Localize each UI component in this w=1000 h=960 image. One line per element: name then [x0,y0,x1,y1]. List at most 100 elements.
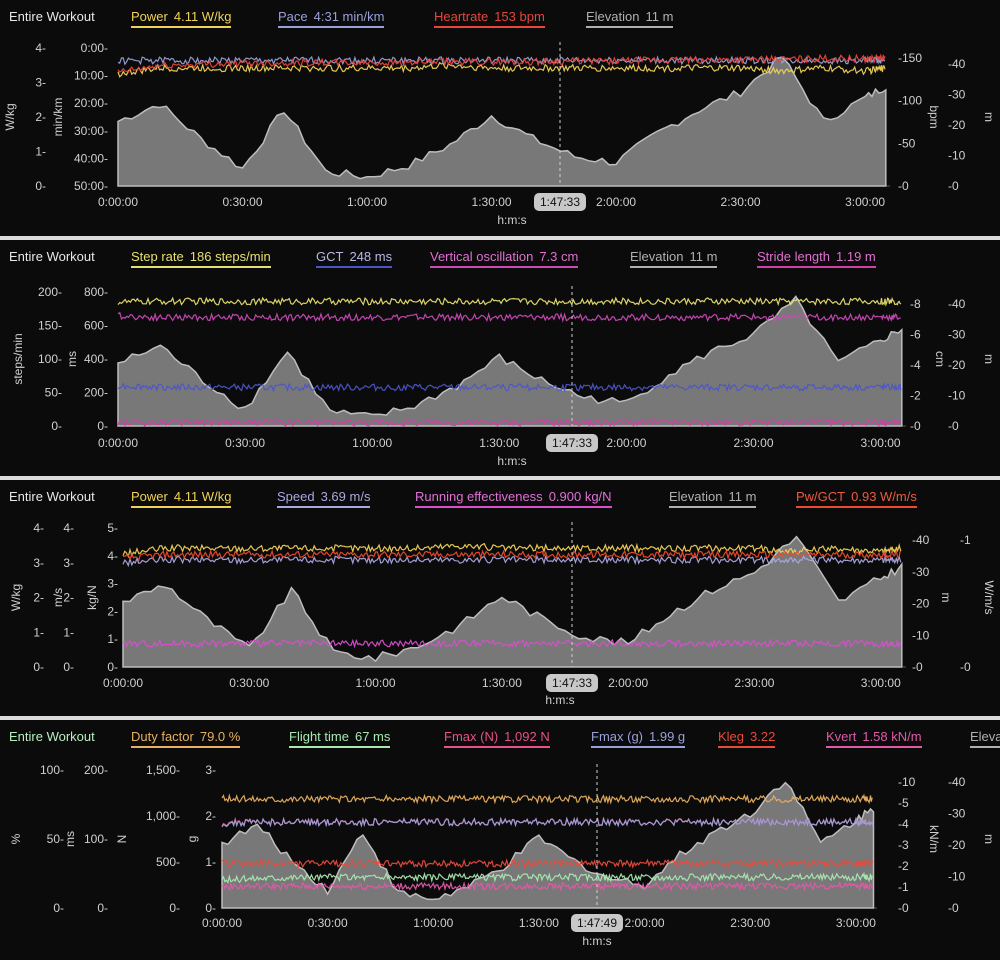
chart-panel-power-effectiveness: Entire Workout Power 4.11 W/kg Speed 3.69 … [0,480,1000,716]
chart-svg[interactable]: 0:00:00 0:30:00 1:00:00 1:30:00 2:00:00 2:30:… [0,240,1000,476]
x-tick-label: 0:30:00 [222,195,262,209]
left-axis-tick: 40:00- [74,151,108,165]
left-axis-tick: 1,500- [146,763,180,777]
left-axis-label: % [9,833,23,844]
x-tick-label: 2:00:00 [608,676,648,690]
left-axis-tick: 0- [205,901,216,915]
left-axis-tick: 1- [33,625,44,639]
right-axis-label: m [982,834,996,844]
legend-item-power[interactable]: Power 4.11 W/kg [131,489,232,508]
legend-item-flight-time[interactable]: Flight time 67 ms [289,729,391,748]
right-axis-tick: -6 [910,328,921,342]
legend-item-stride-length[interactable]: Stride length 1.19 m [757,249,876,268]
panel-divider [0,716,1000,720]
series-line-heartrate [117,53,886,74]
workout-range-label[interactable]: Entire Workout [9,489,95,504]
right-axis-label: m [982,354,996,364]
left-axis-tick: 3- [205,763,216,777]
left-axis-tick: 3- [33,556,44,570]
legend-item-elevation[interactable]: Eleva [970,729,1000,748]
legend-item-speed[interactable]: Speed 3.69 m/s [277,489,371,508]
x-tick-label: 3:00:00 [836,916,876,930]
left-axis-label: kg/N [85,585,99,610]
legend-item-running-effectiveness[interactable]: Running effectiveness 0.900 kg/N [415,489,612,508]
series-line-fmax-g- [221,816,874,828]
cursor-time-badge [571,914,623,932]
legend-item-heartrate[interactable]: Heartrate 153 bpm [434,9,545,28]
x-tick-label: 1:30:00 [479,436,519,450]
elevation-area [117,295,903,427]
elevation-area [117,56,887,187]
right-axis-tick: -150 [898,51,922,65]
series-line-duty-factor [221,793,873,805]
legend-item-elevation[interactable]: Elevation 11 m [586,9,674,28]
legend-item-fmax-g[interactable]: Fmax (g) 1.99 g [591,729,686,748]
legend-item-gct[interactable]: GCT 248 ms [316,249,393,268]
series-line-kvert [221,880,874,892]
series-line-running-effectiveness [122,638,902,649]
left-axis-tick: 2- [205,809,216,823]
x-tick-label: 1:30:00 [519,916,559,930]
cursor-time-label: 1:47:49 [577,916,617,930]
left-axis-tick: 100- [40,763,64,777]
left-axis-tick: 20:00- [74,96,108,110]
legend-item-step-rate[interactable]: Step rate 186 steps/min [131,249,271,268]
right-axis-tick: -10 [948,870,966,884]
chart-svg[interactable]: 0:00:00 0:30:00 1:00:00 1:30:00 2:00:00 2:30:… [0,0,1000,236]
legend-item-elevation[interactable]: Elevation 11 m [630,249,718,268]
left-axis-label: N [115,835,129,844]
left-axis-tick: 30:00- [74,124,108,138]
left-axis-tick: 1- [205,855,216,869]
legend-item-power[interactable]: Power 4.11 W/kg [131,9,232,28]
cursor-time-label: 1:47:33 [552,676,592,690]
right-axis-tick: -20 [912,597,930,611]
left-axis-tick: 0- [53,901,64,915]
workout-range-label[interactable]: Entire Workout [9,9,95,24]
x-tick-label: 1:00:00 [356,676,396,690]
series-line-gct [117,382,902,393]
right-axis-tick: -0 [912,660,923,674]
right-axis-tick: -30 [912,565,930,579]
workout-range-label[interactable]: Entire Workout [9,729,95,744]
legend-item-pace[interactable]: Pace 4:31 min/km [278,9,385,28]
legend-item-vertical-oscillation[interactable]: Vertical oscillation 7.3 cm [430,249,579,268]
legend-item-duty-factor[interactable]: Duty factor 79.0 % [131,729,241,748]
chart-svg[interactable]: 0:00:00 0:30:00 1:00:00 1:30:00 2:00:00 2:30:… [0,720,1000,960]
right-axis-label: m [982,112,996,122]
legend-bar: Entire Workout Power 4.11 W/kg Pace 4:31 m… [0,0,1000,28]
left-axis-label: ms [65,351,79,367]
legend-item-kvert[interactable]: Kvert 1.58 kN/m [826,729,922,748]
left-axis-tick: 4- [107,549,118,563]
series-line-flight-time [221,871,873,885]
legend-item-kleg[interactable]: Kleg 3.22 [718,729,776,748]
left-axis-label: ms [63,831,77,847]
cursor-time-badge [534,193,586,211]
chart-svg[interactable]: 0:00:00 0:30:00 1:00:00 1:30:00 2:00:00 2:30:… [0,480,1000,716]
right-axis-tick: -4 [910,358,921,372]
x-axis-label: h:m:s [582,934,611,948]
right-axis-tick: -0 [948,419,959,433]
right-axis-tick: -40 [948,57,966,71]
left-axis-tick: 600- [84,319,108,333]
left-axis-tick: 1- [63,625,74,639]
left-axis-tick: 2- [63,591,74,605]
right-axis-tick: -0 [948,901,959,915]
x-tick-label: 2:00:00 [625,916,665,930]
right-axis-tick: -10 [948,149,966,163]
right-axis-tick: -5 [898,796,909,810]
legend-item-pw-gct[interactable]: Pw/GCT 0.93 W/m/s [796,489,917,508]
x-tick-label: 2:30:00 [733,436,773,450]
series-line-pw-gct [122,548,902,562]
x-tick-label: 0:00:00 [202,916,242,930]
legend-item-elevation[interactable]: Elevation 11 m [669,489,757,508]
left-axis-tick: 0- [51,419,62,433]
series-line-step-rate [117,296,902,307]
x-tick-label: 2:30:00 [734,676,774,690]
legend-item-fmax-n[interactable]: Fmax (N) 1,092 N [444,729,550,748]
workout-range-label[interactable]: Entire Workout [9,249,95,264]
right-axis-tick: -30 [948,88,966,102]
right-axis-tick: -20 [948,358,966,372]
left-axis-tick: 4- [63,521,74,535]
x-tick-label: 0:30:00 [308,916,348,930]
left-axis-tick: 50- [45,386,62,400]
